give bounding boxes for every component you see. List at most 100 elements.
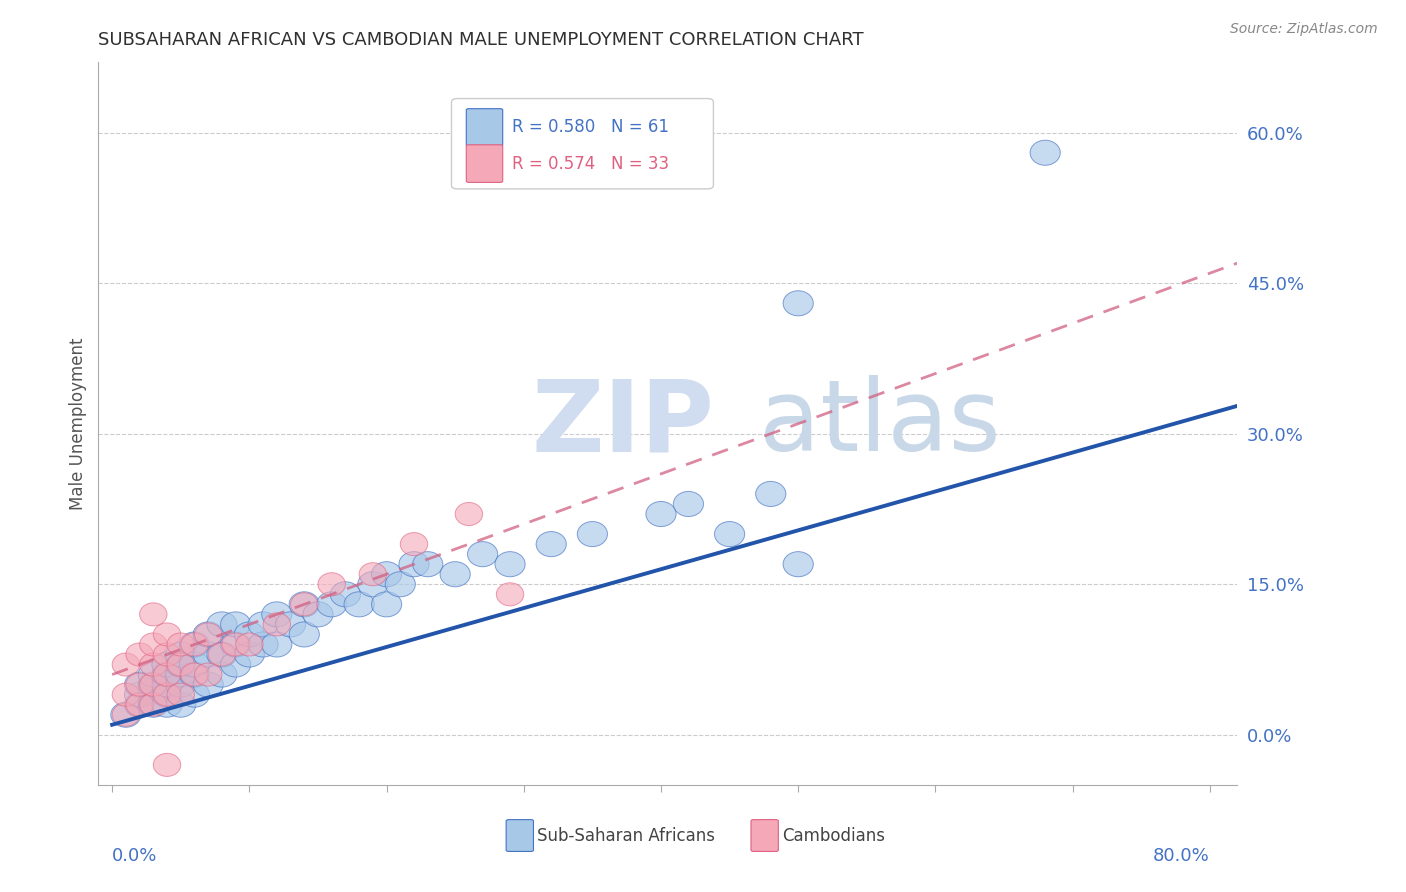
Ellipse shape bbox=[112, 653, 139, 676]
FancyBboxPatch shape bbox=[506, 820, 533, 852]
Ellipse shape bbox=[125, 682, 155, 707]
Ellipse shape bbox=[152, 692, 183, 717]
Ellipse shape bbox=[221, 612, 250, 637]
Ellipse shape bbox=[181, 633, 208, 656]
Ellipse shape bbox=[783, 551, 813, 577]
Ellipse shape bbox=[302, 602, 333, 627]
Ellipse shape bbox=[152, 652, 183, 677]
Text: 80.0%: 80.0% bbox=[1153, 847, 1209, 865]
Text: Source: ZipAtlas.com: Source: ZipAtlas.com bbox=[1230, 22, 1378, 37]
Ellipse shape bbox=[290, 622, 319, 647]
Ellipse shape bbox=[180, 632, 209, 657]
Ellipse shape bbox=[236, 633, 263, 656]
Ellipse shape bbox=[673, 491, 703, 516]
Ellipse shape bbox=[221, 652, 250, 677]
Ellipse shape bbox=[125, 692, 155, 717]
Ellipse shape bbox=[235, 642, 264, 667]
Text: 0.0%: 0.0% bbox=[112, 847, 157, 865]
Ellipse shape bbox=[401, 533, 427, 556]
Ellipse shape bbox=[755, 482, 786, 507]
Ellipse shape bbox=[193, 672, 224, 698]
Ellipse shape bbox=[138, 662, 169, 687]
Ellipse shape bbox=[578, 522, 607, 547]
Ellipse shape bbox=[166, 642, 195, 667]
Ellipse shape bbox=[166, 692, 195, 717]
Ellipse shape bbox=[247, 612, 278, 637]
Ellipse shape bbox=[181, 663, 208, 686]
FancyBboxPatch shape bbox=[451, 99, 713, 189]
Ellipse shape bbox=[645, 501, 676, 526]
Ellipse shape bbox=[152, 682, 183, 707]
Ellipse shape bbox=[139, 603, 167, 626]
Ellipse shape bbox=[207, 612, 238, 637]
Ellipse shape bbox=[399, 551, 429, 577]
Ellipse shape bbox=[1031, 140, 1060, 165]
Ellipse shape bbox=[330, 582, 360, 607]
Ellipse shape bbox=[456, 502, 482, 525]
Ellipse shape bbox=[166, 662, 195, 687]
Text: Sub-Saharan Africans: Sub-Saharan Africans bbox=[537, 827, 714, 845]
Ellipse shape bbox=[138, 672, 169, 698]
Ellipse shape bbox=[127, 693, 153, 716]
Ellipse shape bbox=[371, 591, 402, 617]
Ellipse shape bbox=[127, 643, 153, 666]
Ellipse shape bbox=[166, 652, 195, 677]
Ellipse shape bbox=[221, 632, 250, 657]
FancyBboxPatch shape bbox=[751, 820, 779, 852]
Ellipse shape bbox=[193, 622, 224, 647]
Ellipse shape bbox=[495, 551, 526, 577]
Ellipse shape bbox=[167, 633, 194, 656]
Ellipse shape bbox=[412, 551, 443, 577]
Ellipse shape bbox=[111, 702, 141, 727]
Ellipse shape bbox=[127, 673, 153, 696]
Text: ZIP: ZIP bbox=[531, 376, 714, 472]
Ellipse shape bbox=[153, 663, 181, 686]
Ellipse shape bbox=[208, 643, 236, 666]
FancyBboxPatch shape bbox=[467, 145, 503, 182]
Ellipse shape bbox=[152, 662, 183, 687]
Ellipse shape bbox=[139, 653, 167, 676]
Ellipse shape bbox=[291, 593, 318, 615]
Ellipse shape bbox=[180, 652, 209, 677]
Ellipse shape bbox=[385, 572, 415, 597]
Ellipse shape bbox=[262, 602, 292, 627]
Ellipse shape bbox=[153, 643, 181, 666]
Ellipse shape bbox=[235, 622, 264, 647]
Ellipse shape bbox=[222, 633, 249, 656]
Ellipse shape bbox=[207, 642, 238, 667]
Ellipse shape bbox=[193, 642, 224, 667]
Text: R = 0.574   N = 33: R = 0.574 N = 33 bbox=[512, 154, 669, 172]
Ellipse shape bbox=[496, 582, 524, 606]
Ellipse shape bbox=[125, 672, 155, 698]
Ellipse shape bbox=[152, 672, 183, 698]
Y-axis label: Male Unemployment: Male Unemployment bbox=[69, 337, 87, 510]
Text: R = 0.580   N = 61: R = 0.580 N = 61 bbox=[512, 119, 669, 136]
Ellipse shape bbox=[112, 703, 139, 726]
FancyBboxPatch shape bbox=[467, 109, 503, 146]
Text: SUBSAHARAN AFRICAN VS CAMBODIAN MALE UNEMPLOYMENT CORRELATION CHART: SUBSAHARAN AFRICAN VS CAMBODIAN MALE UNE… bbox=[98, 31, 865, 49]
Ellipse shape bbox=[783, 291, 813, 316]
Ellipse shape bbox=[207, 662, 238, 687]
Ellipse shape bbox=[194, 623, 222, 646]
Ellipse shape bbox=[139, 673, 167, 696]
Ellipse shape bbox=[166, 672, 195, 698]
Ellipse shape bbox=[468, 541, 498, 566]
Ellipse shape bbox=[180, 662, 209, 687]
Ellipse shape bbox=[276, 612, 305, 637]
Ellipse shape bbox=[167, 683, 194, 706]
Ellipse shape bbox=[138, 692, 169, 717]
Ellipse shape bbox=[536, 532, 567, 557]
Ellipse shape bbox=[263, 613, 291, 636]
Ellipse shape bbox=[440, 562, 470, 587]
Ellipse shape bbox=[318, 573, 346, 596]
Ellipse shape bbox=[316, 591, 347, 617]
Ellipse shape bbox=[153, 623, 181, 646]
Ellipse shape bbox=[344, 591, 374, 617]
Text: atlas: atlas bbox=[759, 376, 1001, 472]
Ellipse shape bbox=[290, 591, 319, 617]
Ellipse shape bbox=[357, 572, 388, 597]
Ellipse shape bbox=[262, 632, 292, 657]
Ellipse shape bbox=[139, 693, 167, 716]
Ellipse shape bbox=[359, 563, 387, 586]
Text: Cambodians: Cambodians bbox=[782, 827, 884, 845]
